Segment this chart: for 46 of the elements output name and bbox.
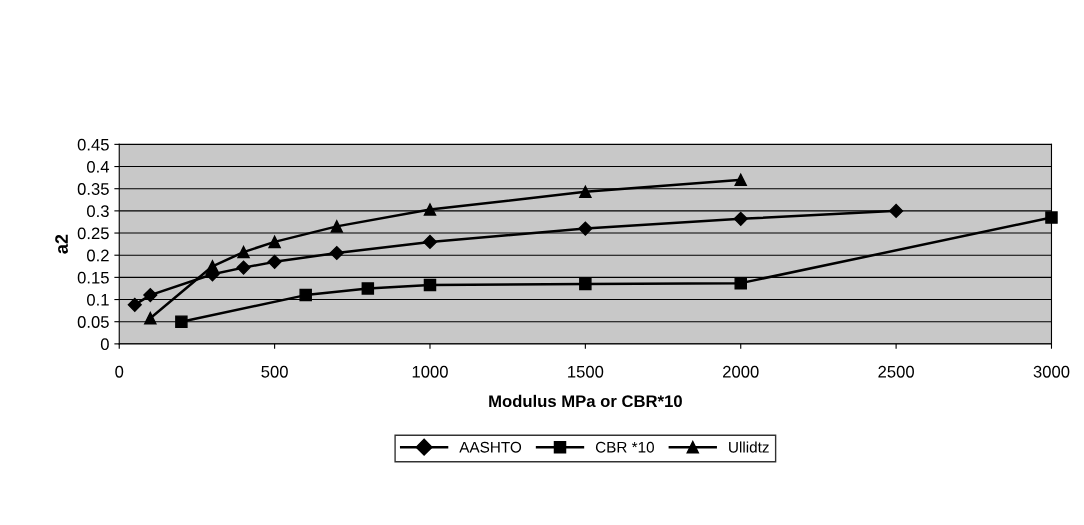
point: [175, 315, 188, 328]
point: [579, 277, 592, 291]
point: [423, 203, 437, 216]
y-tick-label: 0.35: [77, 183, 109, 195]
point: [1045, 211, 1058, 224]
y-tick-label: 0.05: [77, 316, 109, 328]
point: [206, 260, 219, 273]
x-tick-label: 2500: [878, 365, 914, 378]
point: [734, 173, 747, 187]
legend-label: AASHTO: [459, 441, 522, 453]
point: [236, 260, 251, 275]
x-axis-title: Modulus MPa or CBR*10: [489, 394, 682, 408]
point: [578, 221, 593, 236]
y-tick-label: 0.3: [87, 205, 109, 218]
legend-label: CBR *10: [595, 441, 654, 453]
x-tick-label: 3000: [1033, 365, 1070, 378]
point: [143, 288, 158, 303]
point: [267, 254, 282, 269]
y-tick-label: 0.4: [87, 160, 110, 173]
x-tick-label: 1500: [568, 365, 604, 378]
point: [733, 211, 748, 226]
x-tick-label: 500: [261, 365, 288, 378]
y-tick-label: 0.1: [87, 293, 109, 306]
point: [579, 185, 592, 199]
y-axis-title: a2: [55, 234, 68, 254]
point: [889, 203, 904, 218]
y-tick-label: 0.2: [87, 249, 109, 262]
point: [268, 235, 281, 249]
x-tick-label: 1000: [412, 365, 448, 378]
point: [361, 282, 375, 295]
x-tick-label: 2000: [723, 365, 759, 378]
point: [237, 245, 250, 259]
y-tick-label: 0: [100, 338, 109, 351]
x-tick-label: 0: [115, 365, 124, 378]
point: [734, 276, 747, 290]
point: [127, 297, 142, 312]
y-tick-label: 0.25: [77, 227, 109, 240]
point: [423, 278, 437, 292]
y-tick-label: 0.15: [77, 271, 109, 284]
legend-label: Ullidtz: [729, 441, 769, 453]
point: [329, 245, 344, 261]
point: [299, 288, 312, 302]
point: [330, 220, 344, 233]
point: [422, 234, 438, 249]
y-tick-label: 0.45: [77, 138, 109, 151]
point: [144, 311, 157, 325]
